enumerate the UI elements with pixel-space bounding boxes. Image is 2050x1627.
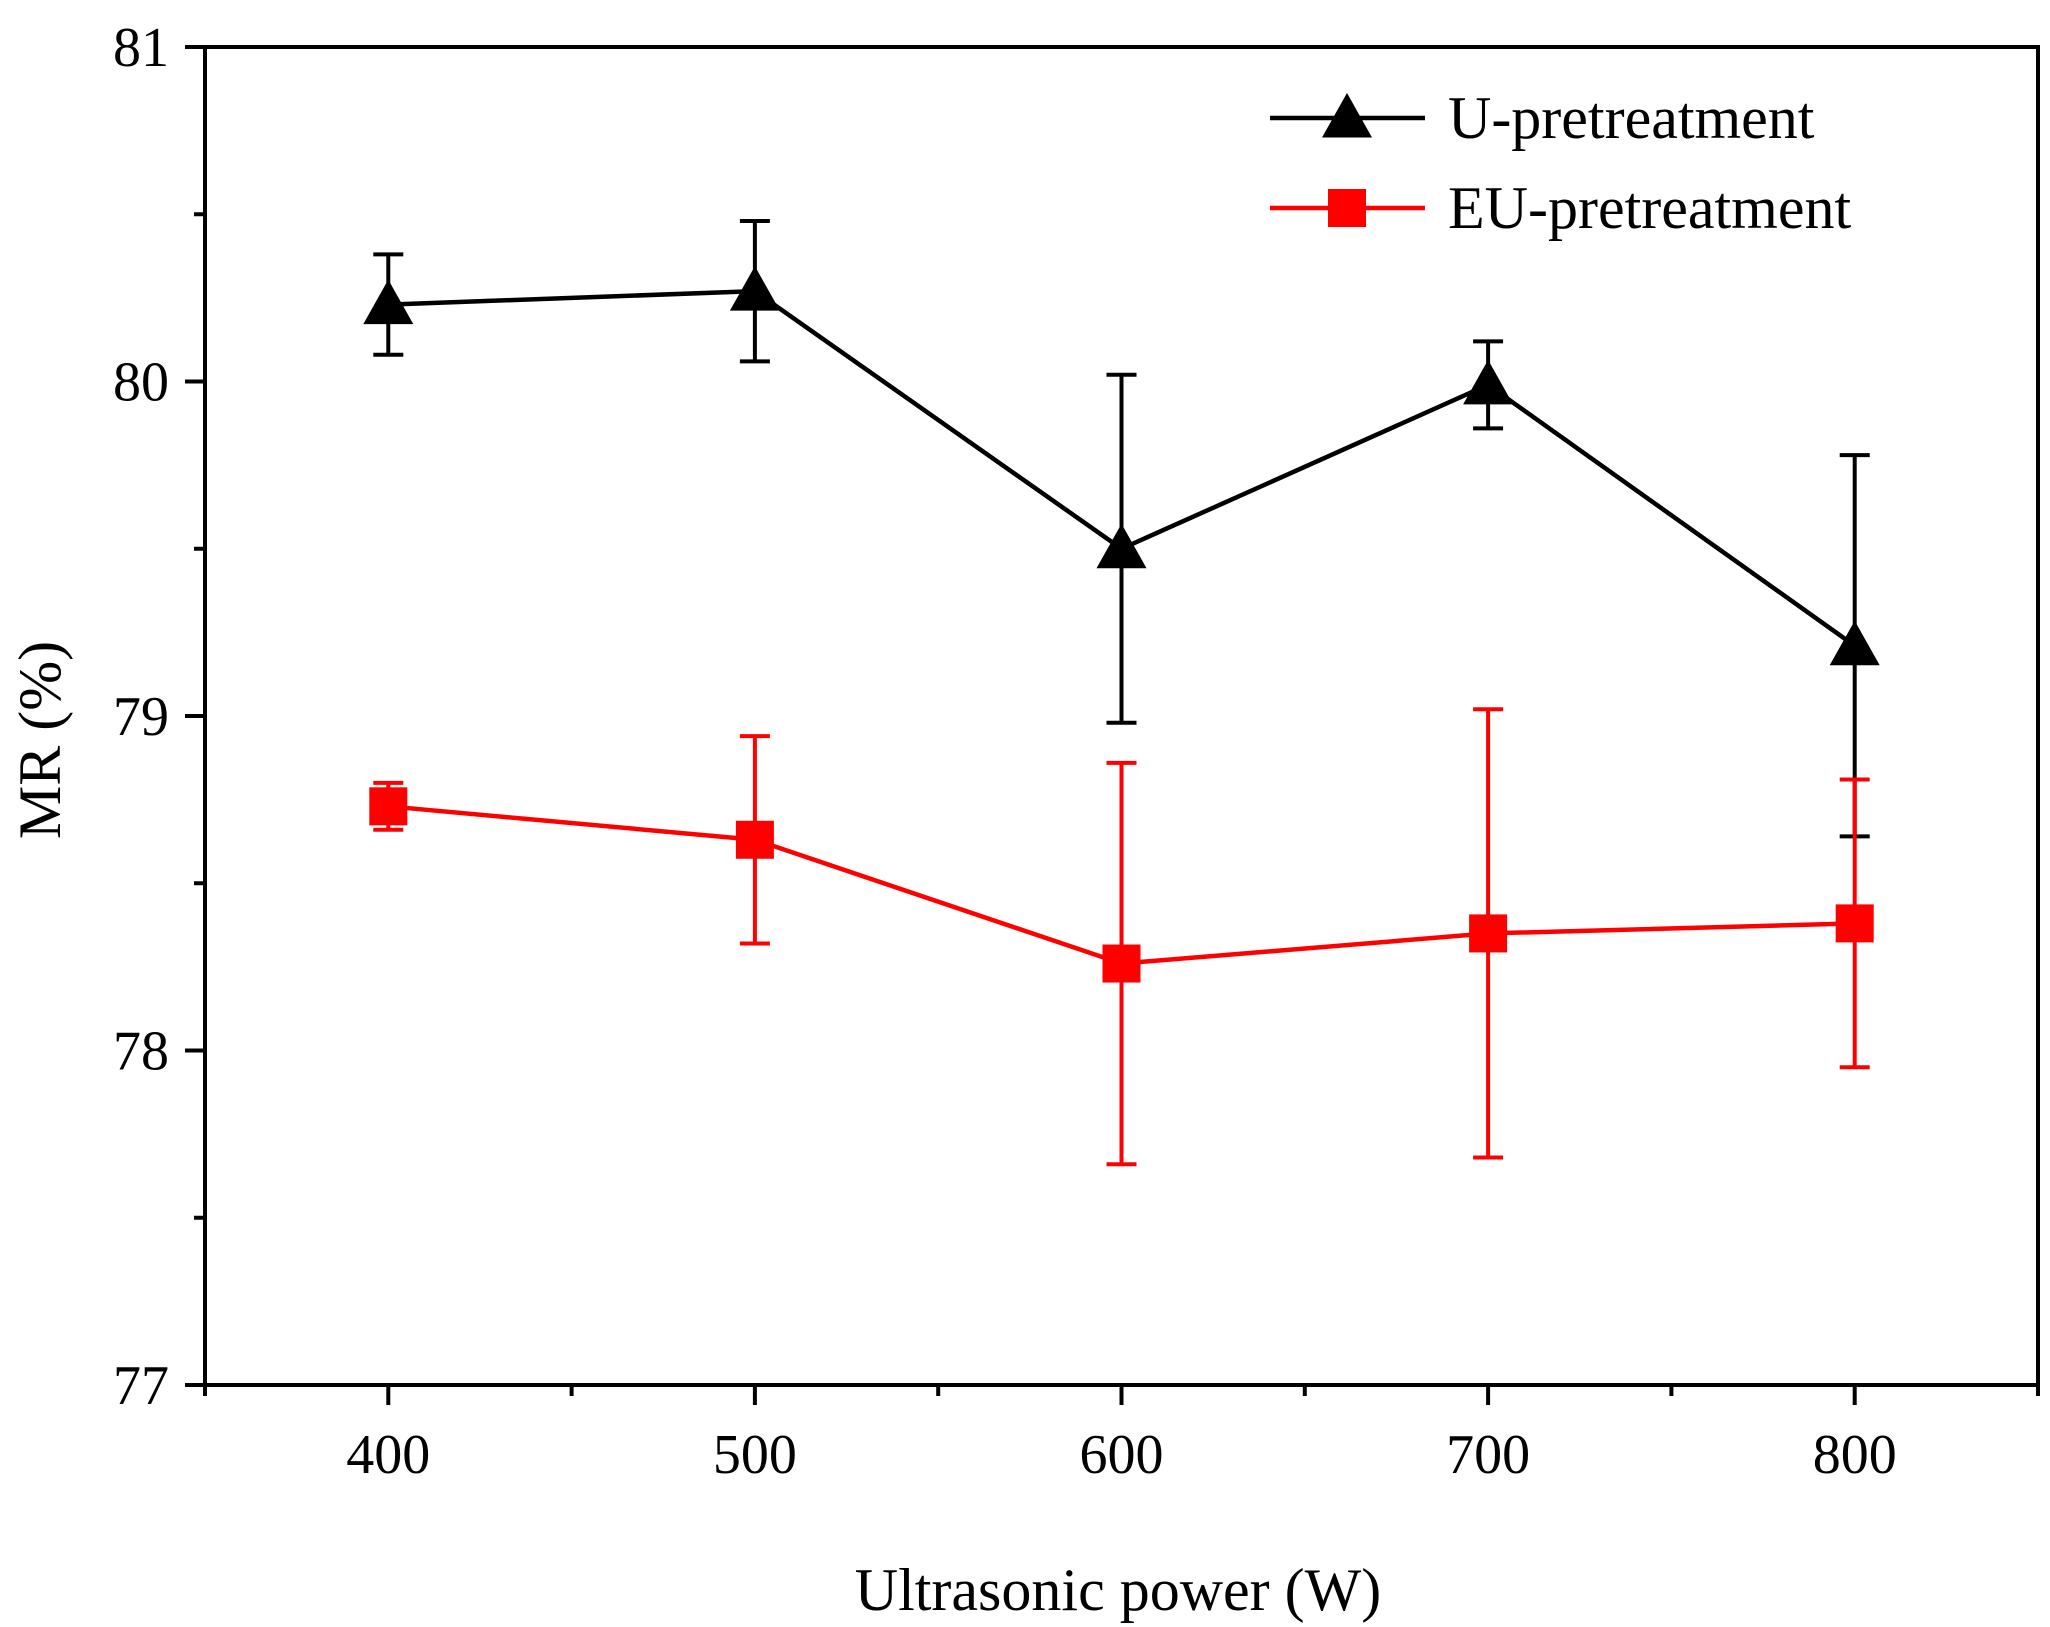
series-u-pretreatment: [363, 218, 1880, 839]
data-point: [1829, 620, 1880, 666]
legend-item: U-pretreatment: [1270, 85, 1815, 151]
data-point: [1469, 914, 1508, 953]
legend-label: EU-pretreatment: [1448, 175, 1851, 241]
legend-label: U-pretreatment: [1448, 85, 1815, 151]
y-tick-label: 77: [113, 1355, 169, 1417]
y-axis-title: MR (%): [7, 641, 73, 839]
series-eu-pretreatment: [369, 707, 1874, 1167]
x-tick-label: 400: [346, 1424, 430, 1486]
legend-marker: [1322, 93, 1372, 138]
x-tick-label: 600: [1080, 1424, 1164, 1486]
data-point: [1096, 523, 1147, 569]
x-tick-label: 700: [1446, 1424, 1530, 1486]
tick-labels: 77 78 79 80 81 400 500 600 700 800: [113, 17, 1897, 1486]
y-tick-label: 80: [113, 352, 169, 414]
legend: U-pretreatment EU-pretreatment: [1270, 85, 1851, 241]
y-tick-label: 78: [113, 1021, 169, 1083]
y-tick-label: 79: [113, 686, 169, 748]
y-tick-label: 81: [113, 17, 169, 79]
data-point: [1835, 904, 1874, 943]
legend-marker: [1328, 189, 1366, 227]
x-axis-title: Ultrasonic power (W): [855, 1557, 1381, 1623]
x-tick-label: 500: [713, 1424, 797, 1486]
data-point: [735, 820, 774, 859]
x-tick-label: 800: [1813, 1424, 1897, 1486]
axis-ticks: [185, 45, 2040, 1405]
data-point: [729, 266, 780, 311]
data-point: [369, 787, 408, 826]
data-point: [1102, 944, 1141, 983]
data-point: [1463, 359, 1514, 405]
data-point: [363, 279, 414, 325]
series-layer: [363, 218, 1880, 1167]
legend-item: EU-pretreatment: [1270, 175, 1851, 241]
